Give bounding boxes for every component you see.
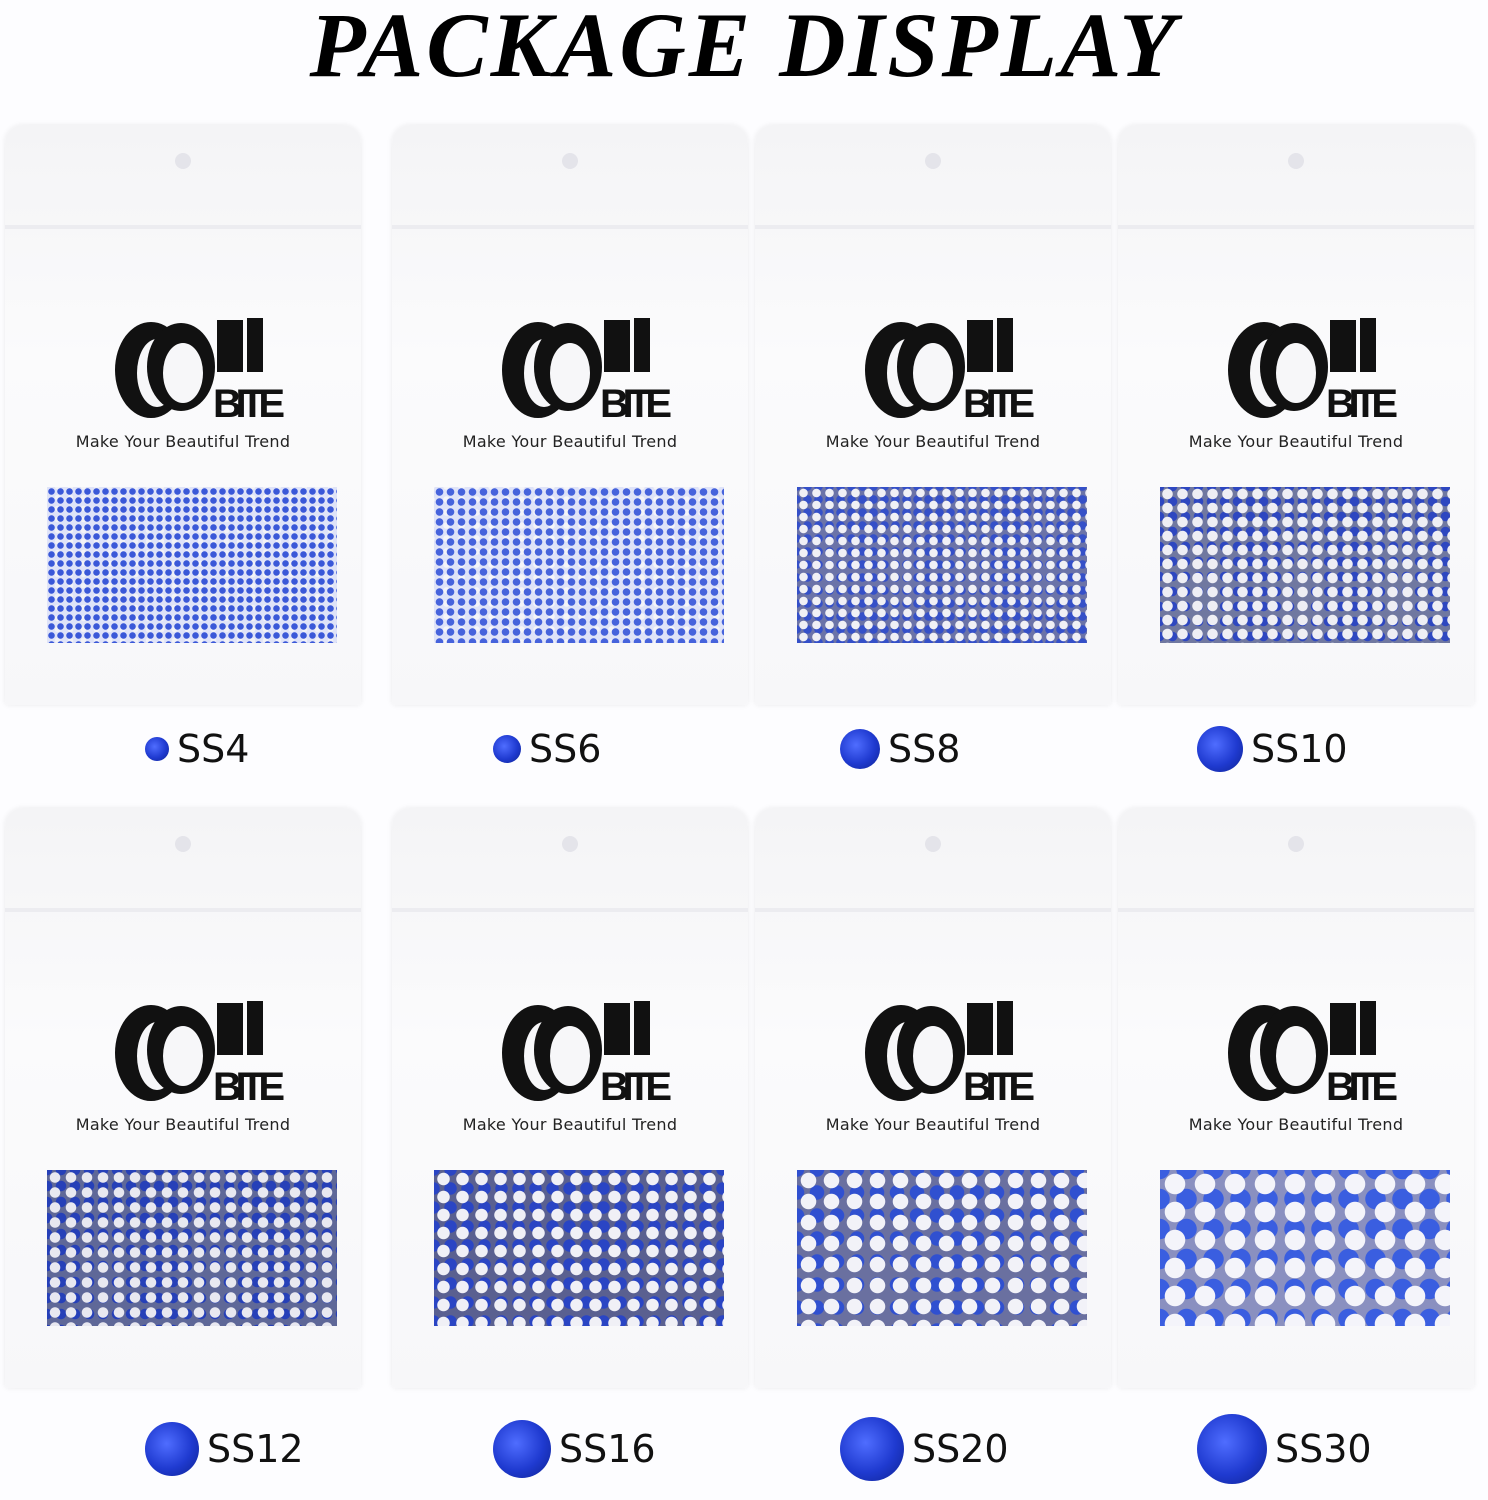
rhinestone-icon xyxy=(493,1420,551,1478)
brand-logo: BITE xyxy=(1228,1001,1398,1106)
brand-logo: BITE xyxy=(115,1001,285,1106)
size-text: SS8 xyxy=(888,727,961,771)
rhinestone-icon xyxy=(493,735,521,763)
package-bag: BITE Make Your Beautiful Trend xyxy=(755,808,1111,1388)
svg-text:BITE: BITE xyxy=(213,382,285,423)
size-label-ss4: SS4 xyxy=(145,724,249,774)
hang-hole xyxy=(175,153,191,169)
package-bag: BITE Make Your Beautiful Trend xyxy=(755,125,1111,705)
brand-logo: BITE xyxy=(502,1001,672,1106)
tagline: Make Your Beautiful Trend xyxy=(825,432,1041,451)
brand-logo: BITE xyxy=(865,318,1035,423)
svg-text:BITE: BITE xyxy=(1326,382,1398,423)
package-bag: BITE Make Your Beautiful Trend xyxy=(1118,808,1474,1388)
rhinestone-window xyxy=(797,1170,1087,1326)
rhinestone-icon xyxy=(1197,1414,1267,1484)
hang-hole xyxy=(925,153,941,169)
svg-text:BITE: BITE xyxy=(963,1065,1035,1106)
rhinestone-window xyxy=(47,1170,337,1326)
svg-text:BITE: BITE xyxy=(213,1065,285,1106)
tagline: Make Your Beautiful Trend xyxy=(1188,432,1404,451)
rhinestone-window xyxy=(434,1170,724,1326)
tagline: Make Your Beautiful Trend xyxy=(462,432,678,451)
size-label-ss6: SS6 xyxy=(493,724,601,774)
size-label-ss16: SS16 xyxy=(493,1420,656,1478)
rhinestone-window xyxy=(1160,487,1450,643)
size-text: SS30 xyxy=(1275,1427,1372,1471)
package-bag: BITE Make Your Beautiful Trend xyxy=(392,808,748,1388)
size-label-ss30: SS30 xyxy=(1197,1414,1372,1484)
rhinestone-icon xyxy=(1197,726,1243,772)
brand-logo: BITE xyxy=(115,318,285,423)
size-label-ss8: SS8 xyxy=(840,724,960,774)
rhinestone-window xyxy=(47,487,337,643)
size-text: SS16 xyxy=(559,1427,656,1471)
tagline: Make Your Beautiful Trend xyxy=(1188,1115,1404,1134)
hang-hole xyxy=(925,836,941,852)
hang-hole xyxy=(1288,836,1304,852)
size-text: SS12 xyxy=(207,1427,304,1471)
zip-seal xyxy=(1118,225,1474,229)
rhinestone-icon xyxy=(145,1422,199,1476)
size-text: SS4 xyxy=(177,727,250,771)
rhinestone-icon xyxy=(840,1417,904,1481)
rhinestone-window xyxy=(434,487,724,643)
svg-text:BITE: BITE xyxy=(600,382,672,423)
size-text: SS10 xyxy=(1251,727,1348,771)
tagline: Make Your Beautiful Trend xyxy=(75,1115,291,1134)
zip-seal xyxy=(5,225,361,229)
package-bag: BITE Make Your Beautiful Trend xyxy=(5,125,361,705)
hang-hole xyxy=(1288,153,1304,169)
svg-text:BITE: BITE xyxy=(600,1065,672,1106)
zip-seal xyxy=(1118,908,1474,912)
brand-logo: BITE xyxy=(865,1001,1035,1106)
rhinestone-icon xyxy=(840,729,880,769)
rhinestone-icon xyxy=(145,737,169,761)
package-bag: BITE Make Your Beautiful Trend xyxy=(1118,125,1474,705)
package-bag: BITE Make Your Beautiful Trend xyxy=(5,808,361,1388)
brand-logo: BITE xyxy=(502,318,672,423)
size-label-ss10: SS10 xyxy=(1197,724,1348,774)
tagline: Make Your Beautiful Trend xyxy=(75,432,291,451)
zip-seal xyxy=(392,908,748,912)
size-label-ss12: SS12 xyxy=(145,1422,304,1476)
hang-hole xyxy=(175,836,191,852)
brand-logo: BITE xyxy=(1228,318,1398,423)
tagline: Make Your Beautiful Trend xyxy=(462,1115,678,1134)
zip-seal xyxy=(5,908,361,912)
hang-hole xyxy=(562,153,578,169)
zip-seal xyxy=(755,908,1111,912)
rhinestone-window xyxy=(1160,1170,1450,1326)
package-bag: BITE Make Your Beautiful Trend xyxy=(392,125,748,705)
size-text: SS6 xyxy=(529,727,602,771)
hang-hole xyxy=(562,836,578,852)
zip-seal xyxy=(392,225,748,229)
page-title: PACKAGE DISPLAY xyxy=(309,0,1179,96)
svg-text:BITE: BITE xyxy=(963,382,1035,423)
svg-text:BITE: BITE xyxy=(1326,1065,1398,1106)
rhinestone-window xyxy=(797,487,1087,643)
tagline: Make Your Beautiful Trend xyxy=(825,1115,1041,1134)
size-label-ss20: SS20 xyxy=(840,1417,1009,1481)
size-text: SS20 xyxy=(912,1427,1009,1471)
zip-seal xyxy=(755,225,1111,229)
